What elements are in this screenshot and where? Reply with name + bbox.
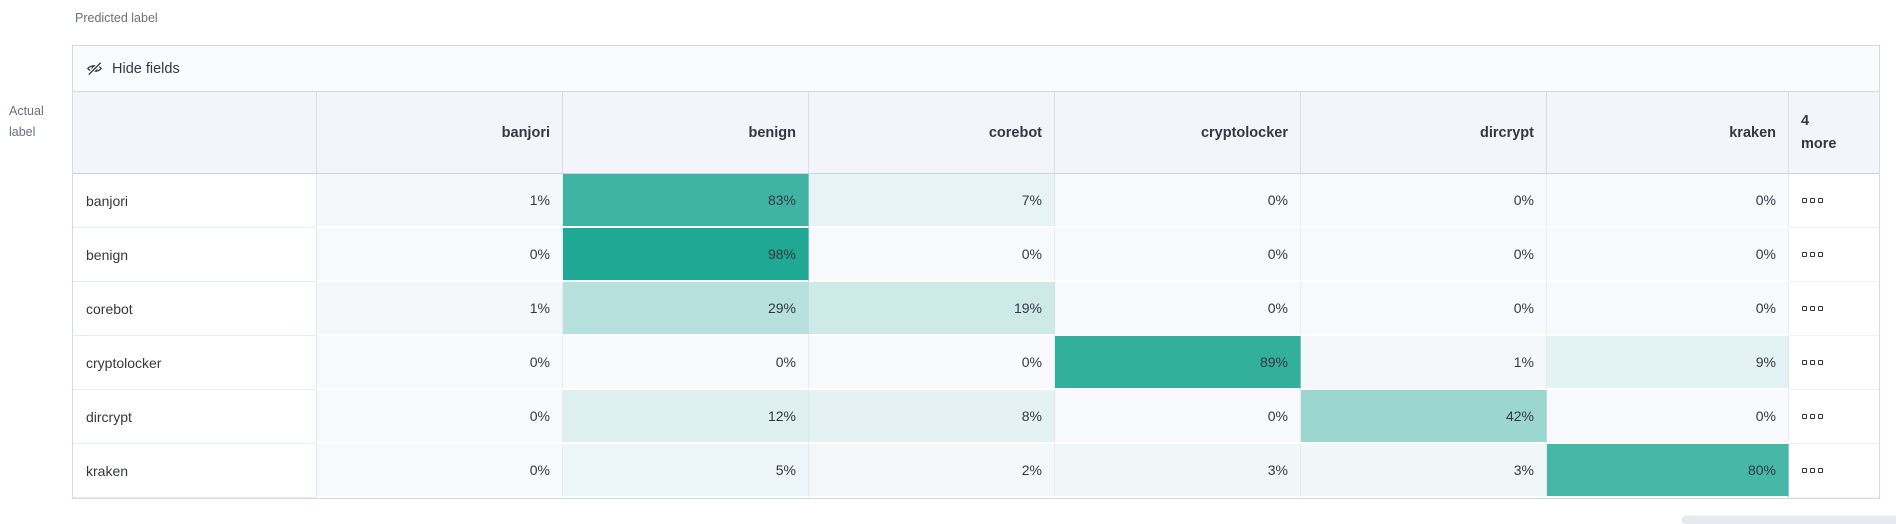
matrix-cell[interactable]: 12% <box>563 390 809 444</box>
column-headers: banjori benign corebot cryptolocker dircrypt… <box>317 92 1789 173</box>
confusion-matrix-panel: Hide fields banjori benign corebot cryptolo… <box>72 45 1880 499</box>
matrix-cell[interactable]: 0% <box>1055 282 1301 336</box>
predicted-label-axis-title: Predicted label <box>75 11 158 25</box>
matrix-cell[interactable]: 0% <box>1547 390 1789 444</box>
matrix-cell[interactable]: 1% <box>1301 336 1547 390</box>
matrix-row-kraken: kraken 0% 5% 2% 3% 3% 80% <box>73 444 1879 498</box>
row-more-actions[interactable] <box>1789 174 1879 228</box>
matrix-row-dircrypt: dircrypt 0% 12% 8% 0% 42% 0% <box>73 390 1879 444</box>
row-label[interactable]: cryptolocker <box>73 336 317 390</box>
matrix-cell[interactable]: 0% <box>317 444 563 498</box>
boxes-horizontal-icon <box>1802 414 1823 419</box>
eye-closed-icon <box>87 61 102 76</box>
matrix-cell[interactable]: 0% <box>1055 228 1301 282</box>
row-more-actions[interactable] <box>1789 336 1879 390</box>
boxes-horizontal-icon <box>1802 306 1823 311</box>
matrix-row-cryptolocker: cryptolocker 0% 0% 0% 89% 1% 9% <box>73 336 1879 390</box>
row-label[interactable]: corebot <box>73 282 317 336</box>
matrix-cell[interactable]: 8% <box>809 390 1055 444</box>
matrix-cell[interactable]: 9% <box>1547 336 1789 390</box>
matrix-cell[interactable]: 0% <box>1301 228 1547 282</box>
matrix-cell[interactable]: 98% <box>563 228 809 282</box>
column-header-banjori[interactable]: banjori <box>317 92 563 173</box>
row-more-actions[interactable] <box>1789 390 1879 444</box>
matrix-cell[interactable]: 0% <box>1301 282 1547 336</box>
matrix-cell[interactable]: 0% <box>809 336 1055 390</box>
corner-header-cell <box>73 92 317 173</box>
grid-header-row: banjori benign corebot cryptolocker dircrypt… <box>73 92 1879 174</box>
more-columns-word: more <box>1801 135 1837 152</box>
matrix-cell[interactable]: 0% <box>1547 174 1789 228</box>
boxes-horizontal-icon <box>1802 360 1823 365</box>
matrix-cell[interactable]: 2% <box>809 444 1055 498</box>
row-more-actions[interactable] <box>1789 282 1879 336</box>
row-label[interactable]: banjori <box>73 174 317 228</box>
grid-toolbar: Hide fields <box>73 46 1879 92</box>
matrix-cell[interactable]: 19% <box>809 282 1055 336</box>
matrix-cell[interactable]: 83% <box>563 174 809 228</box>
matrix-cell[interactable]: 7% <box>809 174 1055 228</box>
more-columns-header[interactable]: 4 more <box>1789 92 1879 173</box>
row-label[interactable]: dircrypt <box>73 390 317 444</box>
boxes-horizontal-icon <box>1802 252 1823 257</box>
hide-fields-button[interactable]: Hide fields <box>86 60 180 77</box>
matrix-cell[interactable]: 1% <box>317 282 563 336</box>
matrix-cell[interactable]: 80% <box>1547 444 1789 498</box>
matrix-cell[interactable]: 0% <box>1547 282 1789 336</box>
matrix-cell[interactable]: 3% <box>1301 444 1547 498</box>
column-header-cryptolocker[interactable]: cryptolocker <box>1055 92 1301 173</box>
row-label[interactable]: benign <box>73 228 317 282</box>
horizontal-scrollbar-thumb[interactable] <box>1682 515 1896 524</box>
matrix-cell[interactable]: 42% <box>1301 390 1547 444</box>
column-header-dircrypt[interactable]: dircrypt <box>1301 92 1547 173</box>
boxes-horizontal-icon <box>1802 198 1823 203</box>
matrix-cell[interactable]: 89% <box>1055 336 1301 390</box>
row-more-actions[interactable] <box>1789 444 1879 498</box>
boxes-horizontal-icon <box>1802 468 1823 473</box>
matrix-row-corebot: corebot 1% 29% 19% 0% 0% 0% <box>73 282 1879 336</box>
actual-label-axis-title: Actual label <box>9 104 44 140</box>
matrix-cell[interactable]: 1% <box>317 174 563 228</box>
matrix-cell[interactable]: 0% <box>317 390 563 444</box>
matrix-cell[interactable]: 5% <box>563 444 809 498</box>
matrix-cell[interactable]: 3% <box>1055 444 1301 498</box>
matrix-cell[interactable]: 0% <box>1055 174 1301 228</box>
column-header-benign[interactable]: benign <box>563 92 809 173</box>
row-more-actions[interactable] <box>1789 228 1879 282</box>
column-header-kraken[interactable]: kraken <box>1547 92 1789 173</box>
matrix-cell[interactable]: 0% <box>809 228 1055 282</box>
row-label[interactable]: kraken <box>73 444 317 498</box>
matrix-cell[interactable]: 0% <box>317 228 563 282</box>
matrix-cell[interactable]: 0% <box>1055 390 1301 444</box>
matrix-cell[interactable]: 0% <box>317 336 563 390</box>
column-header-corebot[interactable]: corebot <box>809 92 1055 173</box>
grid-body: banjori 1% 83% 7% 0% 0% 0% benign 0% 98% 0% 0% 0% 0% c… <box>73 174 1879 498</box>
matrix-cell[interactable]: 0% <box>1547 228 1789 282</box>
matrix-row-banjori: banjori 1% 83% 7% 0% 0% 0% <box>73 174 1879 228</box>
hide-fields-label: Hide fields <box>112 60 180 77</box>
matrix-cell[interactable]: 0% <box>1301 174 1547 228</box>
matrix-cell[interactable]: 29% <box>563 282 809 336</box>
more-columns-count: 4 <box>1801 113 1810 130</box>
matrix-row-benign: benign 0% 98% 0% 0% 0% 0% <box>73 228 1879 282</box>
matrix-cell[interactable]: 0% <box>563 336 809 390</box>
